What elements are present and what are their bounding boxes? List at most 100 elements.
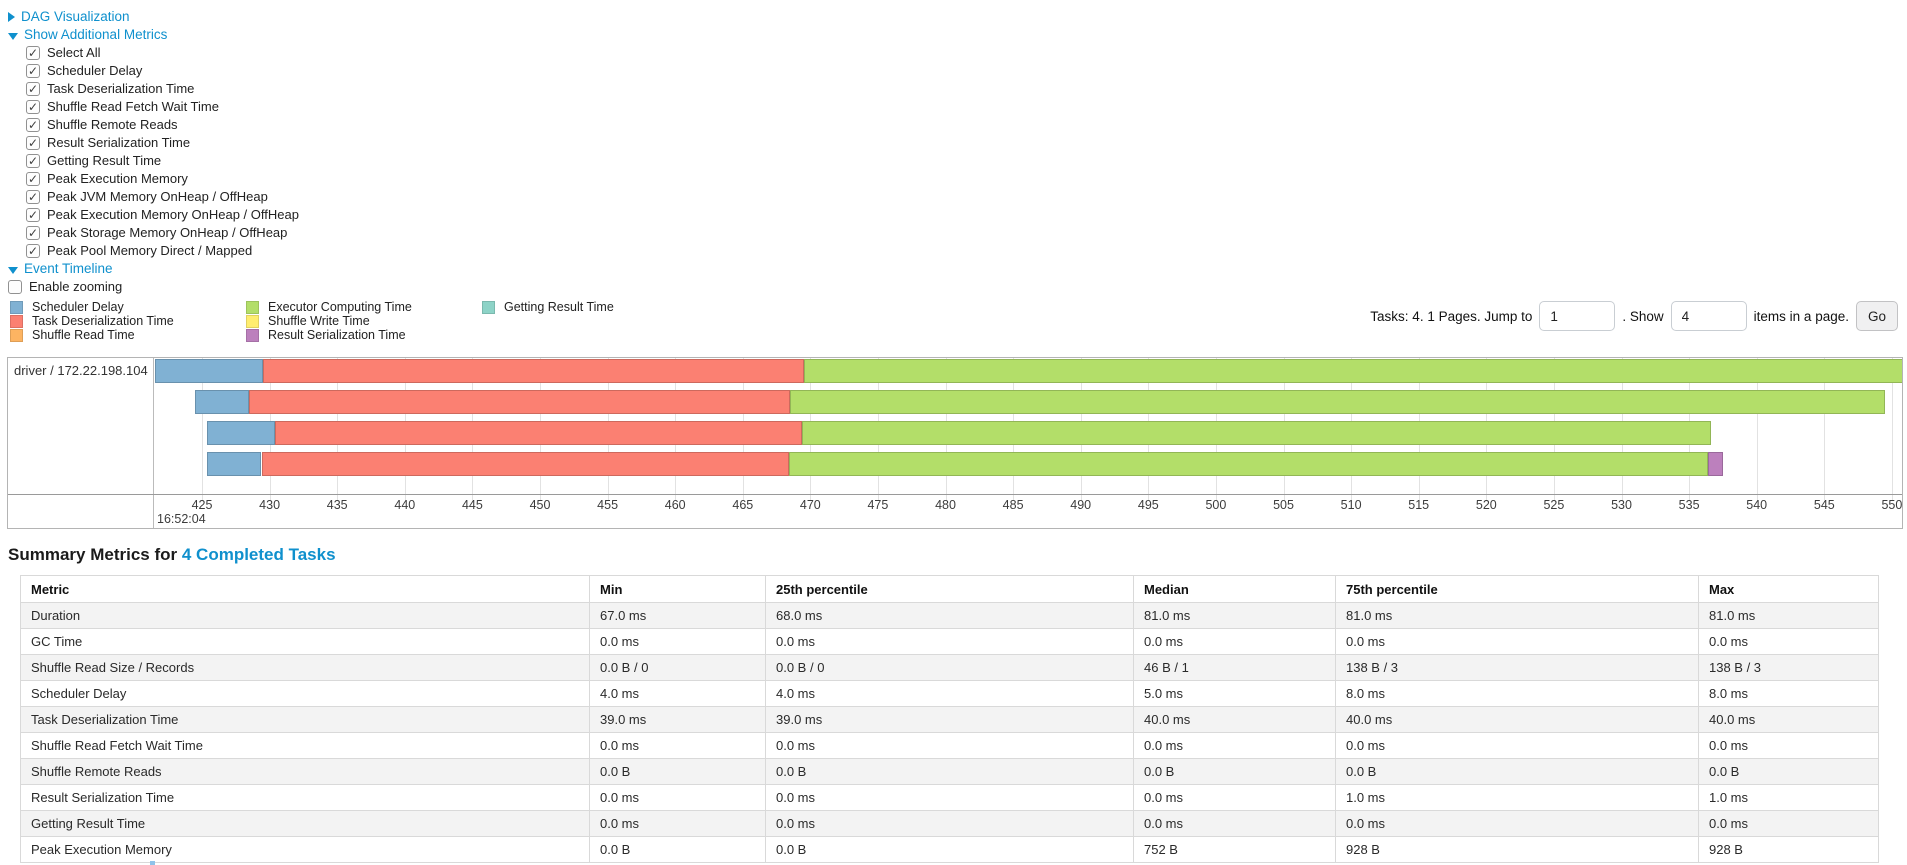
metric-checkbox-peak-jvm-memory-onheap-offheap[interactable]: [26, 188, 40, 206]
axis-tick-label: 465: [732, 498, 754, 512]
legend-swatch-scheduler_delay: [10, 300, 23, 314]
table-cell: 0.0 ms: [765, 732, 1134, 759]
metric-checkbox-peak-pool-memory-direct-mapped[interactable]: [26, 242, 40, 260]
go-button[interactable]: Go: [1855, 301, 1898, 331]
legend-swatch-executor_computing: [246, 300, 259, 314]
metric-checkbox-row: Peak JVM Memory OnHeap / OffHeap: [8, 188, 1907, 206]
metric-checkbox-row: Getting Result Time: [8, 152, 1907, 170]
column-header-max[interactable]: Max: [1698, 575, 1879, 603]
task-bar-segment-result_serialization[interactable]: [1708, 452, 1723, 476]
task-bar-segment-scheduler_delay[interactable]: [154, 359, 263, 383]
legend-swatch-shuffle_read: [10, 328, 23, 342]
task-bar-segment-scheduler_delay[interactable]: [207, 421, 275, 445]
metric-checkbox-label: Peak Execution Memory: [47, 171, 188, 186]
metric-checkbox-peak-execution-memory[interactable]: [26, 170, 40, 188]
dag-visualization-label: DAG Visualization: [21, 9, 130, 24]
metric-checkbox-label: Peak JVM Memory OnHeap / OffHeap: [47, 189, 268, 204]
table-cell: 68.0 ms: [765, 602, 1134, 629]
task-bar-segment-executor_computing[interactable]: [802, 421, 1711, 445]
clipped-next-section-artifact: [150, 861, 155, 865]
task-bar-segment-scheduler_delay[interactable]: [207, 452, 262, 476]
metric-checkbox-shuffle-read-fetch-wait-time[interactable]: [26, 98, 40, 116]
metric-checkbox-shuffle-remote-reads[interactable]: [26, 116, 40, 134]
summary-heading-text: Summary Metrics for: [8, 545, 178, 564]
completed-tasks-link[interactable]: 4 Completed Tasks: [181, 545, 336, 564]
table-row: Shuffle Read Fetch Wait Time 0.0 ms 0.0 ms…: [20, 732, 1879, 759]
timeline-plot-area: 425 430 435 440 445 450 455 460 465 470 475 480 485 4…: [154, 358, 1902, 528]
column-header-min[interactable]: Min: [589, 575, 766, 603]
items-in-page-label: items in a page.: [1753, 308, 1849, 324]
metric-checkbox-label: Shuffle Remote Reads: [47, 117, 178, 132]
metric-checkbox-peak-storage-memory-onheap-offheap[interactable]: [26, 224, 40, 242]
timeline-legend: Scheduler Delay Task Deserialization Time…: [10, 300, 718, 342]
enable-zooming-label: Enable zooming: [29, 279, 123, 294]
table-cell: 0.0 ms: [589, 784, 766, 811]
table-cell: 81.0 ms: [1133, 602, 1336, 629]
axis-tick-label: 450: [529, 498, 551, 512]
expanded-arrow-icon: [8, 32, 18, 40]
table-cell: 5.0 ms: [1133, 680, 1336, 707]
legend-item-result_serialization: Result Serialization Time: [246, 328, 482, 342]
table-cell: Getting Result Time: [20, 810, 590, 837]
task-bar-segment-executor_computing[interactable]: [790, 390, 1886, 414]
task-bar-segment-executor_computing[interactable]: [788, 452, 1708, 476]
legend-label: Shuffle Read Time: [32, 328, 135, 342]
table-cell: 67.0 ms: [589, 602, 766, 629]
table-cell: 0.0 B: [589, 836, 766, 863]
task-bar-segment-task_deserialization[interactable]: [249, 390, 791, 414]
table-cell: 0.0 ms: [589, 732, 766, 759]
axis-tick-label: 430: [259, 498, 281, 512]
table-cell: Shuffle Read Size / Records: [20, 654, 590, 681]
metric-checkbox-scheduler-delay[interactable]: [26, 62, 40, 80]
axis-gridline: [1756, 358, 1758, 500]
column-header-75th-percentile[interactable]: 75th percentile: [1335, 575, 1699, 603]
legend-swatch-result_serialization: [246, 328, 259, 342]
enable-zooming-checkbox[interactable]: [8, 280, 22, 294]
metric-checkbox-row: Select All: [8, 44, 1907, 62]
legend-item-shuffle_write: Shuffle Write Time: [246, 314, 482, 328]
axis-start-time-label: 16:52:04: [157, 512, 206, 526]
page-size-input[interactable]: [1670, 301, 1747, 331]
table-cell: 40.0 ms: [1335, 706, 1699, 733]
table-row: Getting Result Time 0.0 ms 0.0 ms 0.0 ms 0.0…: [20, 810, 1879, 837]
table-row: Task Deserialization Time 39.0 ms 39.0 ms 4…: [20, 706, 1879, 733]
metric-checkbox-row: Peak Execution Memory OnHeap / OffHeap: [8, 206, 1907, 224]
axis-gridline: [1891, 358, 1893, 500]
dag-visualization-toggle[interactable]: DAG Visualization: [8, 8, 1907, 26]
show-label: . Show: [1622, 308, 1664, 324]
task-bar-segment-task_deserialization[interactable]: [262, 359, 804, 383]
metric-checkbox-task-deserialization-time[interactable]: [26, 80, 40, 98]
axis-tick-label: 500: [1205, 498, 1227, 512]
metric-checkbox-label: Result Serialization Time: [47, 135, 191, 150]
metric-checkbox-label: Task Deserialization Time: [47, 81, 195, 96]
metric-checkbox-select-all[interactable]: [26, 44, 40, 62]
task-bar-segment-task_deserialization[interactable]: [261, 452, 789, 476]
axis-tick-label: 455: [597, 498, 619, 512]
event-timeline-toggle[interactable]: Event Timeline: [8, 260, 1907, 278]
column-header-metric[interactable]: Metric: [20, 575, 590, 603]
table-cell: 8.0 ms: [1698, 680, 1879, 707]
column-header-25th-percentile[interactable]: 25th percentile: [765, 575, 1134, 603]
table-cell: Scheduler Delay: [20, 680, 590, 707]
task-bar-segment-task_deserialization[interactable]: [275, 421, 803, 445]
axis-tick-label: 550: [1881, 498, 1902, 512]
legend-item-shuffle_read: Shuffle Read Time: [10, 328, 246, 342]
metric-checkbox-result-serialization-time[interactable]: [26, 134, 40, 152]
table-cell: 81.0 ms: [1335, 602, 1699, 629]
task-bar-segment-executor_computing[interactable]: [803, 359, 1902, 383]
jump-to-page-input[interactable]: [1539, 301, 1616, 331]
table-cell: 928 B: [1698, 836, 1879, 863]
table-cell: 0.0 B: [1335, 758, 1699, 785]
metric-checkbox-peak-execution-memory-onheap-offheap[interactable]: [26, 206, 40, 224]
legend-item-getting_result: Getting Result Time: [482, 300, 718, 314]
column-header-median[interactable]: Median: [1133, 575, 1336, 603]
table-cell: 1.0 ms: [1698, 784, 1879, 811]
metric-checkbox-getting-result-time[interactable]: [26, 152, 40, 170]
task-bar-segment-scheduler_delay[interactable]: [195, 390, 250, 414]
axis-tick-label: 540: [1746, 498, 1768, 512]
legend-label: Result Serialization Time: [268, 328, 406, 342]
table-cell: 0.0 B: [589, 758, 766, 785]
show-additional-metrics-toggle[interactable]: Show Additional Metrics: [8, 26, 1907, 44]
show-additional-metrics-label: Show Additional Metrics: [24, 27, 168, 42]
